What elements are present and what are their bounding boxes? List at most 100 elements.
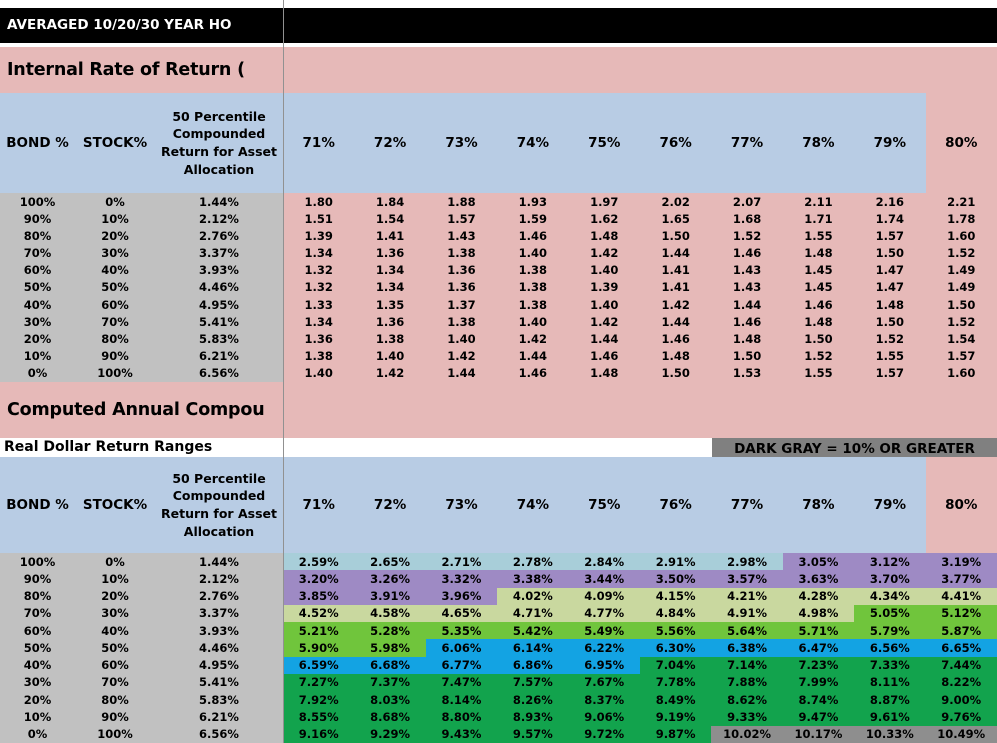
value-cell[interactable]: 8.68% bbox=[354, 708, 426, 726]
value-cell[interactable]: 7.33% bbox=[854, 656, 926, 674]
value-cell[interactable]: 1.44 bbox=[497, 347, 569, 365]
value-cell[interactable]: 9.72% bbox=[568, 725, 640, 743]
col-header-rate[interactable]: 71% bbox=[283, 93, 355, 193]
value-cell[interactable]: 8.11% bbox=[854, 673, 926, 692]
bond-cell[interactable]: 50% bbox=[0, 639, 75, 657]
col-header-rate[interactable]: 79% bbox=[854, 457, 926, 553]
value-cell[interactable]: 1.44 bbox=[568, 330, 640, 348]
stock-cell[interactable]: 100% bbox=[75, 725, 155, 743]
value-cell[interactable]: 8.74% bbox=[782, 691, 855, 709]
value-cell[interactable]: 1.46 bbox=[782, 296, 855, 314]
value-cell[interactable]: 4.34% bbox=[854, 587, 926, 605]
value-cell[interactable]: 5.64% bbox=[711, 622, 783, 640]
bond-cell[interactable]: 30% bbox=[0, 673, 75, 692]
value-cell[interactable]: 1.52 bbox=[782, 347, 855, 365]
value-cell[interactable]: 8.80% bbox=[425, 708, 498, 726]
value-cell[interactable]: 1.46 bbox=[639, 330, 712, 348]
value-cell[interactable]: 1.44 bbox=[425, 364, 498, 382]
value-cell[interactable]: 6.47% bbox=[782, 639, 855, 657]
col-header-bond[interactable]: BOND % bbox=[0, 457, 75, 553]
computed-heading-cell[interactable]: Computed Annual Compou bbox=[0, 382, 997, 438]
percentile-cell[interactable]: 3.37% bbox=[155, 244, 283, 262]
value-cell[interactable]: 1.60 bbox=[925, 364, 997, 382]
value-cell[interactable]: 1.50 bbox=[711, 347, 783, 365]
value-cell[interactable]: 5.05% bbox=[854, 604, 926, 623]
value-cell[interactable]: 3.20% bbox=[283, 570, 355, 588]
value-cell[interactable]: 5.42% bbox=[497, 622, 569, 640]
stock-cell[interactable]: 40% bbox=[75, 261, 155, 279]
percentile-cell[interactable]: 2.12% bbox=[155, 210, 283, 228]
value-cell[interactable]: 6.14% bbox=[497, 639, 569, 657]
value-cell[interactable]: 7.47% bbox=[425, 673, 498, 692]
value-cell[interactable]: 6.68% bbox=[354, 656, 426, 674]
col-header-rate[interactable]: 75% bbox=[568, 457, 640, 553]
value-cell[interactable]: 8.93% bbox=[497, 708, 569, 726]
value-cell[interactable]: 1.34 bbox=[283, 244, 355, 262]
value-cell[interactable]: 2.91% bbox=[639, 553, 712, 571]
value-cell[interactable]: 1.38 bbox=[497, 278, 569, 297]
value-cell[interactable]: 6.30% bbox=[639, 639, 712, 657]
value-cell[interactable]: 1.44 bbox=[639, 313, 712, 331]
value-cell[interactable]: 8.62% bbox=[711, 691, 783, 709]
value-cell[interactable]: 1.42 bbox=[639, 296, 712, 314]
irr-heading-cell[interactable]: Internal Rate of Return ( bbox=[0, 47, 997, 93]
percentile-cell[interactable]: 5.41% bbox=[155, 313, 283, 331]
stock-cell[interactable]: 90% bbox=[75, 347, 155, 365]
value-cell[interactable]: 1.52 bbox=[925, 244, 997, 262]
value-cell[interactable]: 1.53 bbox=[711, 364, 783, 382]
col-header-rate[interactable]: 75% bbox=[568, 93, 640, 193]
value-cell[interactable]: 5.98% bbox=[354, 639, 426, 657]
value-cell[interactable]: 1.44 bbox=[639, 244, 712, 262]
value-cell[interactable]: 7.04% bbox=[639, 656, 712, 674]
value-cell[interactable]: 4.91% bbox=[711, 604, 783, 623]
value-cell[interactable]: 2.78% bbox=[497, 553, 569, 571]
value-cell[interactable]: 9.43% bbox=[425, 725, 498, 743]
value-cell[interactable]: 8.14% bbox=[425, 691, 498, 709]
value-cell[interactable]: 1.42 bbox=[568, 244, 640, 262]
value-cell[interactable]: 8.26% bbox=[497, 691, 569, 709]
value-cell[interactable]: 10.17% bbox=[782, 725, 855, 743]
stock-cell[interactable]: 70% bbox=[75, 673, 155, 692]
value-cell[interactable]: 1.34 bbox=[283, 313, 355, 331]
value-cell[interactable]: 1.60 bbox=[925, 227, 997, 245]
value-cell[interactable]: 5.90% bbox=[283, 639, 355, 657]
value-cell[interactable]: 1.52 bbox=[854, 330, 926, 348]
value-cell[interactable]: 1.48 bbox=[782, 244, 855, 262]
value-cell[interactable]: 3.57% bbox=[711, 570, 783, 588]
percentile-cell[interactable]: 5.41% bbox=[155, 673, 283, 692]
bond-cell[interactable]: 40% bbox=[0, 656, 75, 674]
value-cell[interactable]: 9.61% bbox=[854, 708, 926, 726]
value-cell[interactable]: 8.22% bbox=[925, 673, 997, 692]
value-cell[interactable]: 4.84% bbox=[639, 604, 712, 623]
percentile-cell[interactable]: 6.21% bbox=[155, 708, 283, 726]
stock-cell[interactable]: 20% bbox=[75, 587, 155, 605]
stock-cell[interactable]: 0% bbox=[75, 193, 155, 211]
col-header-percentile[interactable]: 50 Percentile Compounded Return for Asse… bbox=[155, 93, 283, 193]
value-cell[interactable]: 5.35% bbox=[425, 622, 498, 640]
value-cell[interactable]: 9.16% bbox=[283, 725, 355, 743]
value-cell[interactable]: 7.92% bbox=[283, 691, 355, 709]
value-cell[interactable]: 1.36 bbox=[425, 278, 498, 297]
value-cell[interactable]: 4.15% bbox=[639, 587, 712, 605]
col-header-stock[interactable]: STOCK% bbox=[75, 457, 155, 553]
percentile-cell[interactable]: 6.56% bbox=[155, 725, 283, 743]
value-cell[interactable]: 1.97 bbox=[568, 193, 640, 211]
value-cell[interactable]: 1.42 bbox=[354, 364, 426, 382]
value-cell[interactable]: 1.57 bbox=[854, 227, 926, 245]
col-header-rate[interactable]: 77% bbox=[711, 93, 783, 193]
value-cell[interactable]: 5.56% bbox=[639, 622, 712, 640]
value-cell[interactable]: 7.37% bbox=[354, 673, 426, 692]
value-cell[interactable]: 3.91% bbox=[354, 587, 426, 605]
value-cell[interactable]: 1.80 bbox=[283, 193, 355, 211]
value-cell[interactable]: 1.45 bbox=[782, 278, 855, 297]
bond-cell[interactable]: 90% bbox=[0, 210, 75, 228]
col-header-rate[interactable]: 71% bbox=[283, 457, 355, 553]
value-cell[interactable]: 1.42 bbox=[425, 347, 498, 365]
value-cell[interactable]: 9.00% bbox=[925, 691, 997, 709]
value-cell[interactable]: 1.50 bbox=[639, 364, 712, 382]
value-cell[interactable]: 1.34 bbox=[354, 261, 426, 279]
bond-cell[interactable]: 70% bbox=[0, 244, 75, 262]
value-cell[interactable]: 1.46 bbox=[497, 227, 569, 245]
value-cell[interactable]: 1.43 bbox=[425, 227, 498, 245]
value-cell[interactable]: 6.95% bbox=[568, 656, 640, 674]
